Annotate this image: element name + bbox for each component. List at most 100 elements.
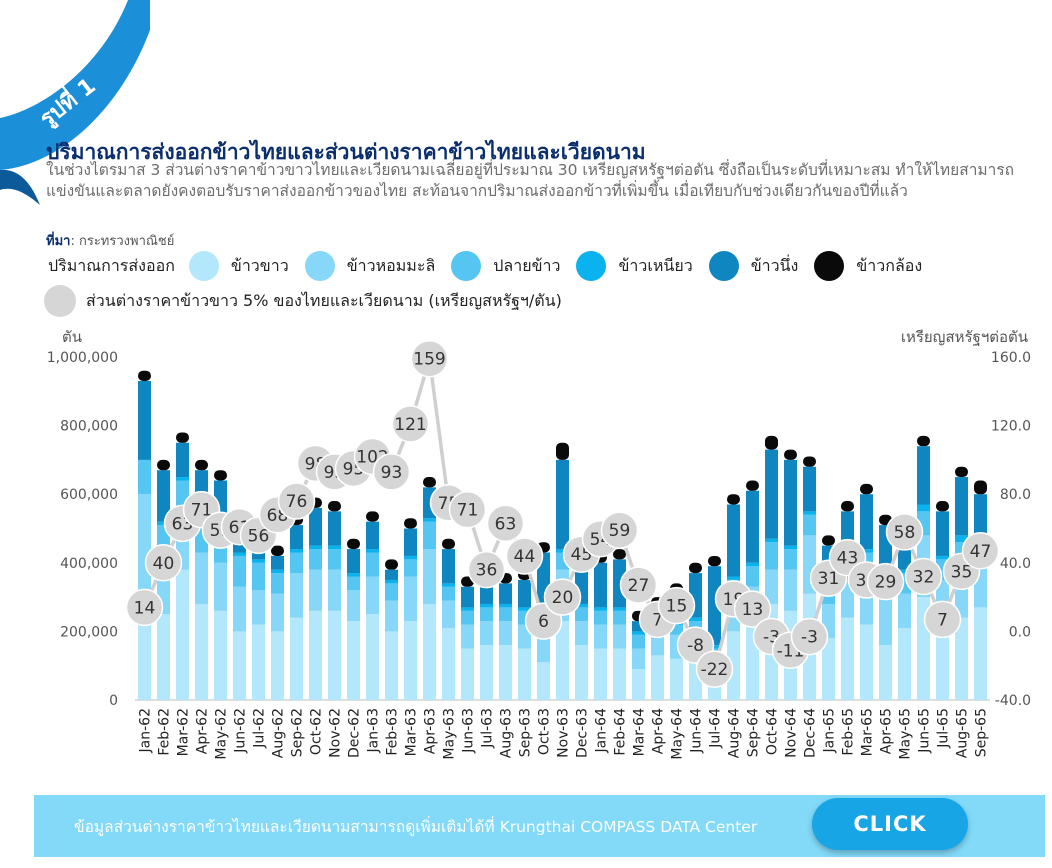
price-spread-data-label: 71 <box>191 501 213 521</box>
bar-segment-glutinous-rice <box>765 538 778 543</box>
bar-segment-white-rice <box>974 607 987 700</box>
bar-segment-glutinous-rice <box>727 576 740 580</box>
price-spread-marker <box>961 532 1000 570</box>
bar-segment-parboiled-rice <box>518 579 531 608</box>
legend-swatch-glutinous-rice <box>576 251 607 281</box>
legend-swatch-parboiled-rice <box>708 251 739 281</box>
bar-segment-glutinous-rice <box>632 631 645 635</box>
bar-segment-glutinous-rice <box>594 607 607 611</box>
export-volume-chart: ตัน เหรียญสหรัฐฯต่อตัน1,000,000800,000600… <box>47 328 1031 760</box>
x-tick-label: Jul-62 <box>252 708 268 749</box>
bar-segment-jasmine-rice <box>594 624 607 649</box>
price-spread-data-label: 32 <box>913 568 935 588</box>
price-spread-marker <box>923 600 962 639</box>
bar-segment-glutinous-rice <box>233 552 246 556</box>
x-tick-label: Jun-64 <box>689 708 705 754</box>
x-tick-label: Jan-65 <box>822 708 838 753</box>
bar-segment-glutinous-rice <box>385 579 398 584</box>
bar-segment-parboiled-rice <box>347 549 360 574</box>
x-tick-label: Jun-65 <box>917 708 933 754</box>
price-spread-data-label: 121 <box>394 415 426 435</box>
bar-segment-broken-rice <box>309 549 322 570</box>
legend-swatch-broken-rice <box>451 251 482 281</box>
price-spread-marker <box>448 490 487 529</box>
x-tick-label: Jan-62 <box>138 708 154 753</box>
price-spread-data-label: 40 <box>153 554 175 574</box>
bar-segment-glutinous-rice <box>518 607 531 611</box>
bar-segment-parboiled-rice <box>157 470 170 522</box>
bar-segment-parboiled-rice <box>404 528 417 556</box>
x-tick-label: Aug-63 <box>499 708 515 758</box>
bar-segment-brown-rice <box>347 538 360 550</box>
legend-swatch-price-spread <box>44 285 76 317</box>
legend-item-parboiled-rice: ข้าวนึ่ง <box>708 251 798 281</box>
x-tick-label: Feb-65 <box>841 708 857 756</box>
legend-label-white-rice: ข้าวขาว <box>230 255 289 275</box>
bar-segment-parboiled-rice <box>708 566 721 646</box>
price-spread-data-label: 56 <box>248 526 270 546</box>
y-right-tick-label: 0.0 <box>1009 624 1031 640</box>
x-tick-label: Aug-65 <box>955 708 971 758</box>
bar-segment-parboiled-rice <box>290 525 303 550</box>
bar-segment-white-rice <box>632 669 645 700</box>
x-tick-label: Feb-64 <box>613 708 629 756</box>
bar-segment-broken-rice <box>347 576 360 591</box>
legend-item-jasmine-rice: ข้าวหอมมะลิ <box>304 251 435 281</box>
x-tick-label: Mar-64 <box>632 708 648 756</box>
y-left-tick-label: 0 <box>109 693 118 709</box>
x-tick-label: Apr-64 <box>651 708 667 754</box>
volume-legend: ปริมาณการส่งออก ข้าวขาว ข้าวหอมมะลิ ปลาย… <box>48 250 938 282</box>
price-spread-data-label: 36 <box>476 561 498 581</box>
legend-item-broken-rice: ปลายข้าว <box>451 251 560 281</box>
bar-segment-glutinous-rice <box>176 477 189 481</box>
bar-segment-glutinous-rice <box>917 504 930 512</box>
bar-segment-broken-rice <box>328 549 341 570</box>
bar-segment-jasmine-rice <box>233 586 246 632</box>
bar-segment-parboiled-rice <box>860 494 873 550</box>
bar-segment-white-rice <box>271 631 284 700</box>
bar-segment-broken-rice <box>746 566 759 587</box>
y-right-tick-label: 80.0 <box>1000 487 1031 503</box>
source-note: ที่มา: กระทรวงพาณิชย์ <box>46 230 174 251</box>
legend-title: ปริมาณการส่งออก <box>48 255 175 275</box>
bar-segment-jasmine-rice <box>290 573 303 618</box>
price-spread-data-label: 44 <box>514 547 536 567</box>
x-tick-label: Sep-63 <box>518 708 534 757</box>
bar-segment-parboiled-rice <box>556 459 569 550</box>
x-tick-label: Mar-65 <box>860 708 876 756</box>
x-tick-label: May-64 <box>670 708 686 760</box>
bar-segment-broken-rice <box>404 559 417 577</box>
bar-segment-white-rice <box>423 603 436 700</box>
bar-segment-brown-rice <box>556 442 569 460</box>
x-tick-label: Jul-64 <box>708 708 724 749</box>
x-tick-label: Aug-62 <box>271 708 287 758</box>
bar-segment-glutinous-rice <box>898 569 911 574</box>
bar-segment-parboiled-rice <box>936 511 949 556</box>
bar-segment-brown-rice <box>328 501 341 512</box>
bar-segment-broken-rice <box>290 552 303 574</box>
price-spread-marker <box>144 544 183 582</box>
bar-segment-brown-rice <box>385 559 398 570</box>
y-left-tick-label: 200,000 <box>60 624 118 640</box>
x-tick-label: Oct-64 <box>765 708 781 755</box>
bar-segment-jasmine-rice <box>404 576 417 622</box>
bar-segment-jasmine-rice <box>442 600 455 628</box>
bar-segment-brown-rice <box>423 477 436 488</box>
price-spread-data-label: 76 <box>286 492 308 512</box>
price-spread-data-label: 59 <box>609 521 631 541</box>
bar-segment-white-rice <box>499 645 512 700</box>
price-spread-marker <box>657 586 696 625</box>
price-spread-data-label: 7 <box>652 610 663 630</box>
bar-segment-broken-rice <box>442 586 455 601</box>
bar-segment-jasmine-rice <box>613 624 626 649</box>
x-tick-label: Nov-62 <box>328 708 344 758</box>
click-button[interactable]: CLICK <box>812 798 968 850</box>
price-spread-data-label: 58 <box>894 523 916 543</box>
bar-segment-brown-rice <box>955 466 968 478</box>
bar-segment-parboiled-rice <box>955 477 968 536</box>
bar-segment-glutinous-rice <box>860 549 873 553</box>
bar-segment-white-rice <box>195 603 208 700</box>
bar-segment-white-rice <box>176 569 189 700</box>
bar-segment-broken-rice <box>499 607 512 622</box>
bar-segment-broken-rice <box>575 607 588 622</box>
